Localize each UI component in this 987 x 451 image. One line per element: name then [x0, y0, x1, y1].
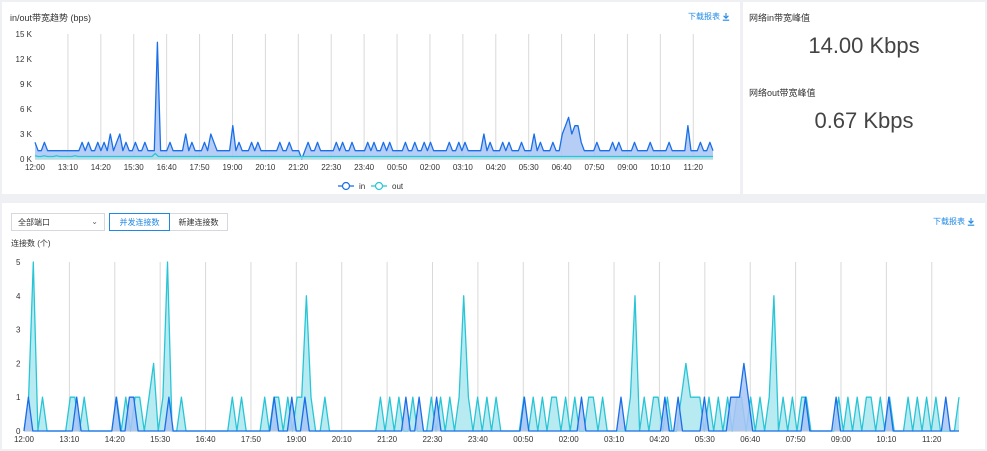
connections-download-label: 下载报表: [933, 217, 965, 226]
bandwidth-panel: in/out带宽趋势 (bps) 下载报表 12:00 13:10 14:20 15:…: [2, 2, 740, 194]
x-tick-label: 23:40: [354, 163, 375, 172]
x-tick-label: 19:00: [286, 435, 307, 444]
y-tick-label: 0 K: [20, 155, 33, 164]
x-tick-label: 20:10: [255, 163, 276, 172]
x-tick-label: 23:40: [468, 435, 489, 444]
download-icon: [967, 217, 975, 226]
x-tick-label: 16:40: [157, 163, 178, 172]
x-tick-label: 15:30: [124, 163, 145, 172]
series-area-in: [24, 363, 959, 431]
x-tick-label: 07:50: [584, 163, 605, 172]
x-tick-label: 21:20: [288, 163, 309, 172]
x-tick-label: 11:20: [684, 163, 704, 172]
series-line-in: [23, 362, 959, 432]
out-peak-label: 网络out带宽峰值: [749, 88, 816, 98]
x-tick-label: 04:20: [486, 163, 507, 172]
connections-panel: 全部端口 ⌄ 并发连接数 新建连接数 下载报表 连接数 (个) 12:00 13:…: [2, 203, 985, 449]
x-tick-label: 12:00: [14, 435, 35, 444]
connections-download-link[interactable]: 下载报表: [933, 216, 975, 227]
y-tick-label: 15 K: [16, 30, 33, 39]
in-peak-value: 14.00 Kbps: [808, 33, 920, 58]
connections-y-title: 连接数 (个): [11, 239, 51, 248]
y-tick-label: 3 K: [20, 130, 33, 139]
x-tick-label: 19:00: [222, 163, 243, 172]
bandwidth-download-link[interactable]: 下载报表: [688, 11, 730, 22]
x-tick-label: 06:40: [740, 435, 761, 444]
out-peak-value: 0.67 Kbps: [814, 108, 914, 133]
x-tick-label: 14:20: [91, 163, 112, 172]
y-tick-label: 1: [16, 393, 21, 402]
series-line-out: [34, 152, 713, 158]
x-tick-label: 00:50: [387, 163, 408, 172]
x-tick-label: 03:10: [604, 435, 625, 444]
x-tick-label: 14:20: [105, 435, 126, 444]
port-select-value: 全部端口: [18, 217, 50, 227]
x-tick-label: 05:30: [519, 163, 540, 172]
y-tick-label: 4: [16, 292, 21, 301]
connections-chart: 12:00 13:10 14:20 15:30 16:40 17:50 19:00 20:10…: [14, 258, 960, 444]
x-tick-label: 11:20: [922, 435, 942, 444]
x-tick-label: 20:10: [332, 435, 353, 444]
series-area-out: [35, 153, 713, 159]
legend-marker-out: [374, 181, 384, 191]
x-tick-label: 03:10: [453, 163, 474, 172]
x-tick-label: 22:30: [422, 435, 443, 444]
x-tick-label: 07:50: [786, 435, 807, 444]
y-tick-label: 3: [16, 326, 21, 335]
series-line-in: [34, 41, 714, 160]
y-tick-label: 9 K: [20, 80, 33, 89]
x-tick-label: 13:10: [58, 163, 79, 172]
x-tick-label: 09:00: [617, 163, 638, 172]
series-area-in: [35, 42, 713, 159]
x-tick-label: 21:20: [377, 435, 398, 444]
x-tick-label: 09:00: [831, 435, 852, 444]
x-tick-label: 10:10: [876, 435, 897, 444]
tab-concurrent-connections[interactable]: 并发连接数: [109, 213, 170, 231]
y-tick-label: 6 K: [20, 105, 33, 114]
legend-label-out: out: [392, 182, 404, 191]
x-tick-label: 10:10: [650, 163, 671, 172]
x-tick-label: 04:20: [649, 435, 670, 444]
port-select[interactable]: 全部端口 ⌄: [11, 213, 105, 231]
x-tick-label: 02:00: [559, 435, 580, 444]
x-tick-label: 17:50: [190, 163, 211, 172]
chevron-down-icon: ⌄: [91, 217, 98, 226]
x-tick-label: 13:10: [59, 435, 80, 444]
x-tick-label: 06:40: [552, 163, 573, 172]
bandwidth-download-label: 下载报表: [688, 12, 720, 21]
x-tick-label: 12:00: [25, 163, 46, 172]
x-tick-label: 02:00: [420, 163, 441, 172]
legend-marker-in: [341, 181, 351, 191]
bandwidth-chart-title: in/out带宽趋势 (bps): [10, 13, 92, 23]
legend-label-in: in: [359, 182, 365, 191]
x-tick-label: 16:40: [196, 435, 217, 444]
y-tick-label: 5: [16, 258, 21, 267]
bandwidth-chart: 12:00 13:10 14:20 15:30 16:40 17:50 19:00 20:10…: [16, 30, 714, 191]
x-tick-label: 22:30: [321, 163, 342, 172]
x-tick-label: 00:50: [513, 435, 534, 444]
x-tick-label: 17:50: [241, 435, 262, 444]
x-tick-label: 05:30: [695, 435, 716, 444]
download-icon: [722, 12, 730, 21]
y-tick-label: 0: [16, 427, 21, 436]
in-peak-label: 网络in带宽峰值: [749, 13, 811, 23]
peak-panel: 网络in带宽峰值 14.00 Kbps 网络out带宽峰值 0.67 Kbps: [743, 2, 985, 194]
x-tick-label: 15:30: [150, 435, 171, 444]
y-tick-label: 2: [16, 359, 21, 368]
y-tick-label: 12 K: [16, 55, 33, 64]
